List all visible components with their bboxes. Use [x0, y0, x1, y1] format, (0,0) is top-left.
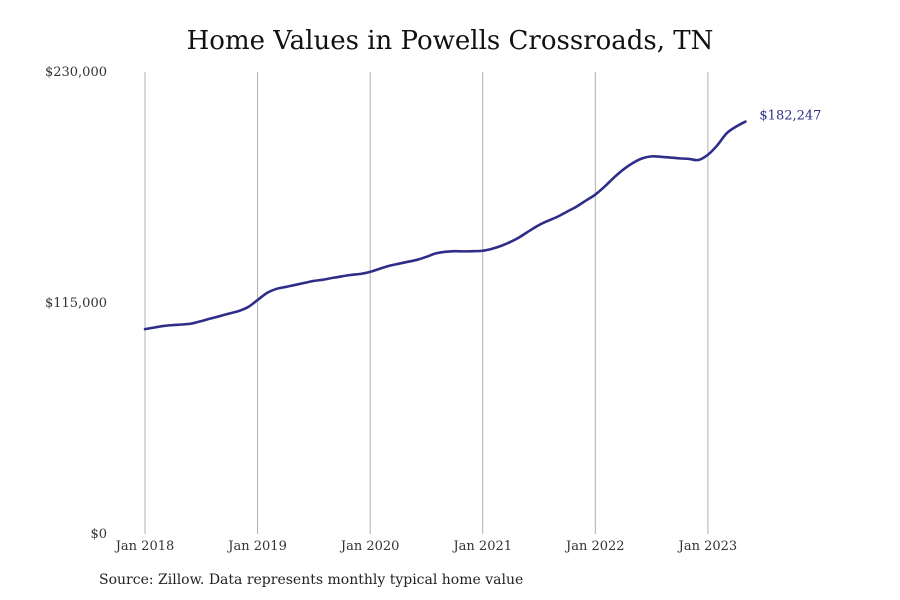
x-tick-label: Jan 2019 [226, 539, 287, 554]
y-axis-ticks: $0 $115,000 $230,000 [45, 65, 107, 542]
y-tick-label: $230,000 [45, 65, 107, 80]
x-tick-label: Jan 2020 [339, 539, 400, 554]
y-tick-label: $0 [90, 527, 107, 542]
chart-title: Home Values in Powells Crossroads, TN [186, 26, 714, 56]
x-tick-label: Jan 2018 [114, 539, 175, 554]
end-value-label: $182,247 [759, 109, 821, 124]
y-tick-label: $115,000 [45, 296, 107, 311]
x-tick-label: Jan 2023 [677, 539, 738, 554]
source-note: Source: Zillow. Data represents monthly … [99, 572, 524, 588]
x-tick-label: Jan 2021 [451, 539, 512, 554]
home-value-line [143, 120, 747, 331]
grid-lines [144, 72, 709, 534]
x-tick-label: Jan 2022 [564, 539, 625, 554]
x-axis-ticks: Jan 2018 Jan 2019 Jan 2020 Jan 2021 Jan 2022… [114, 539, 737, 554]
